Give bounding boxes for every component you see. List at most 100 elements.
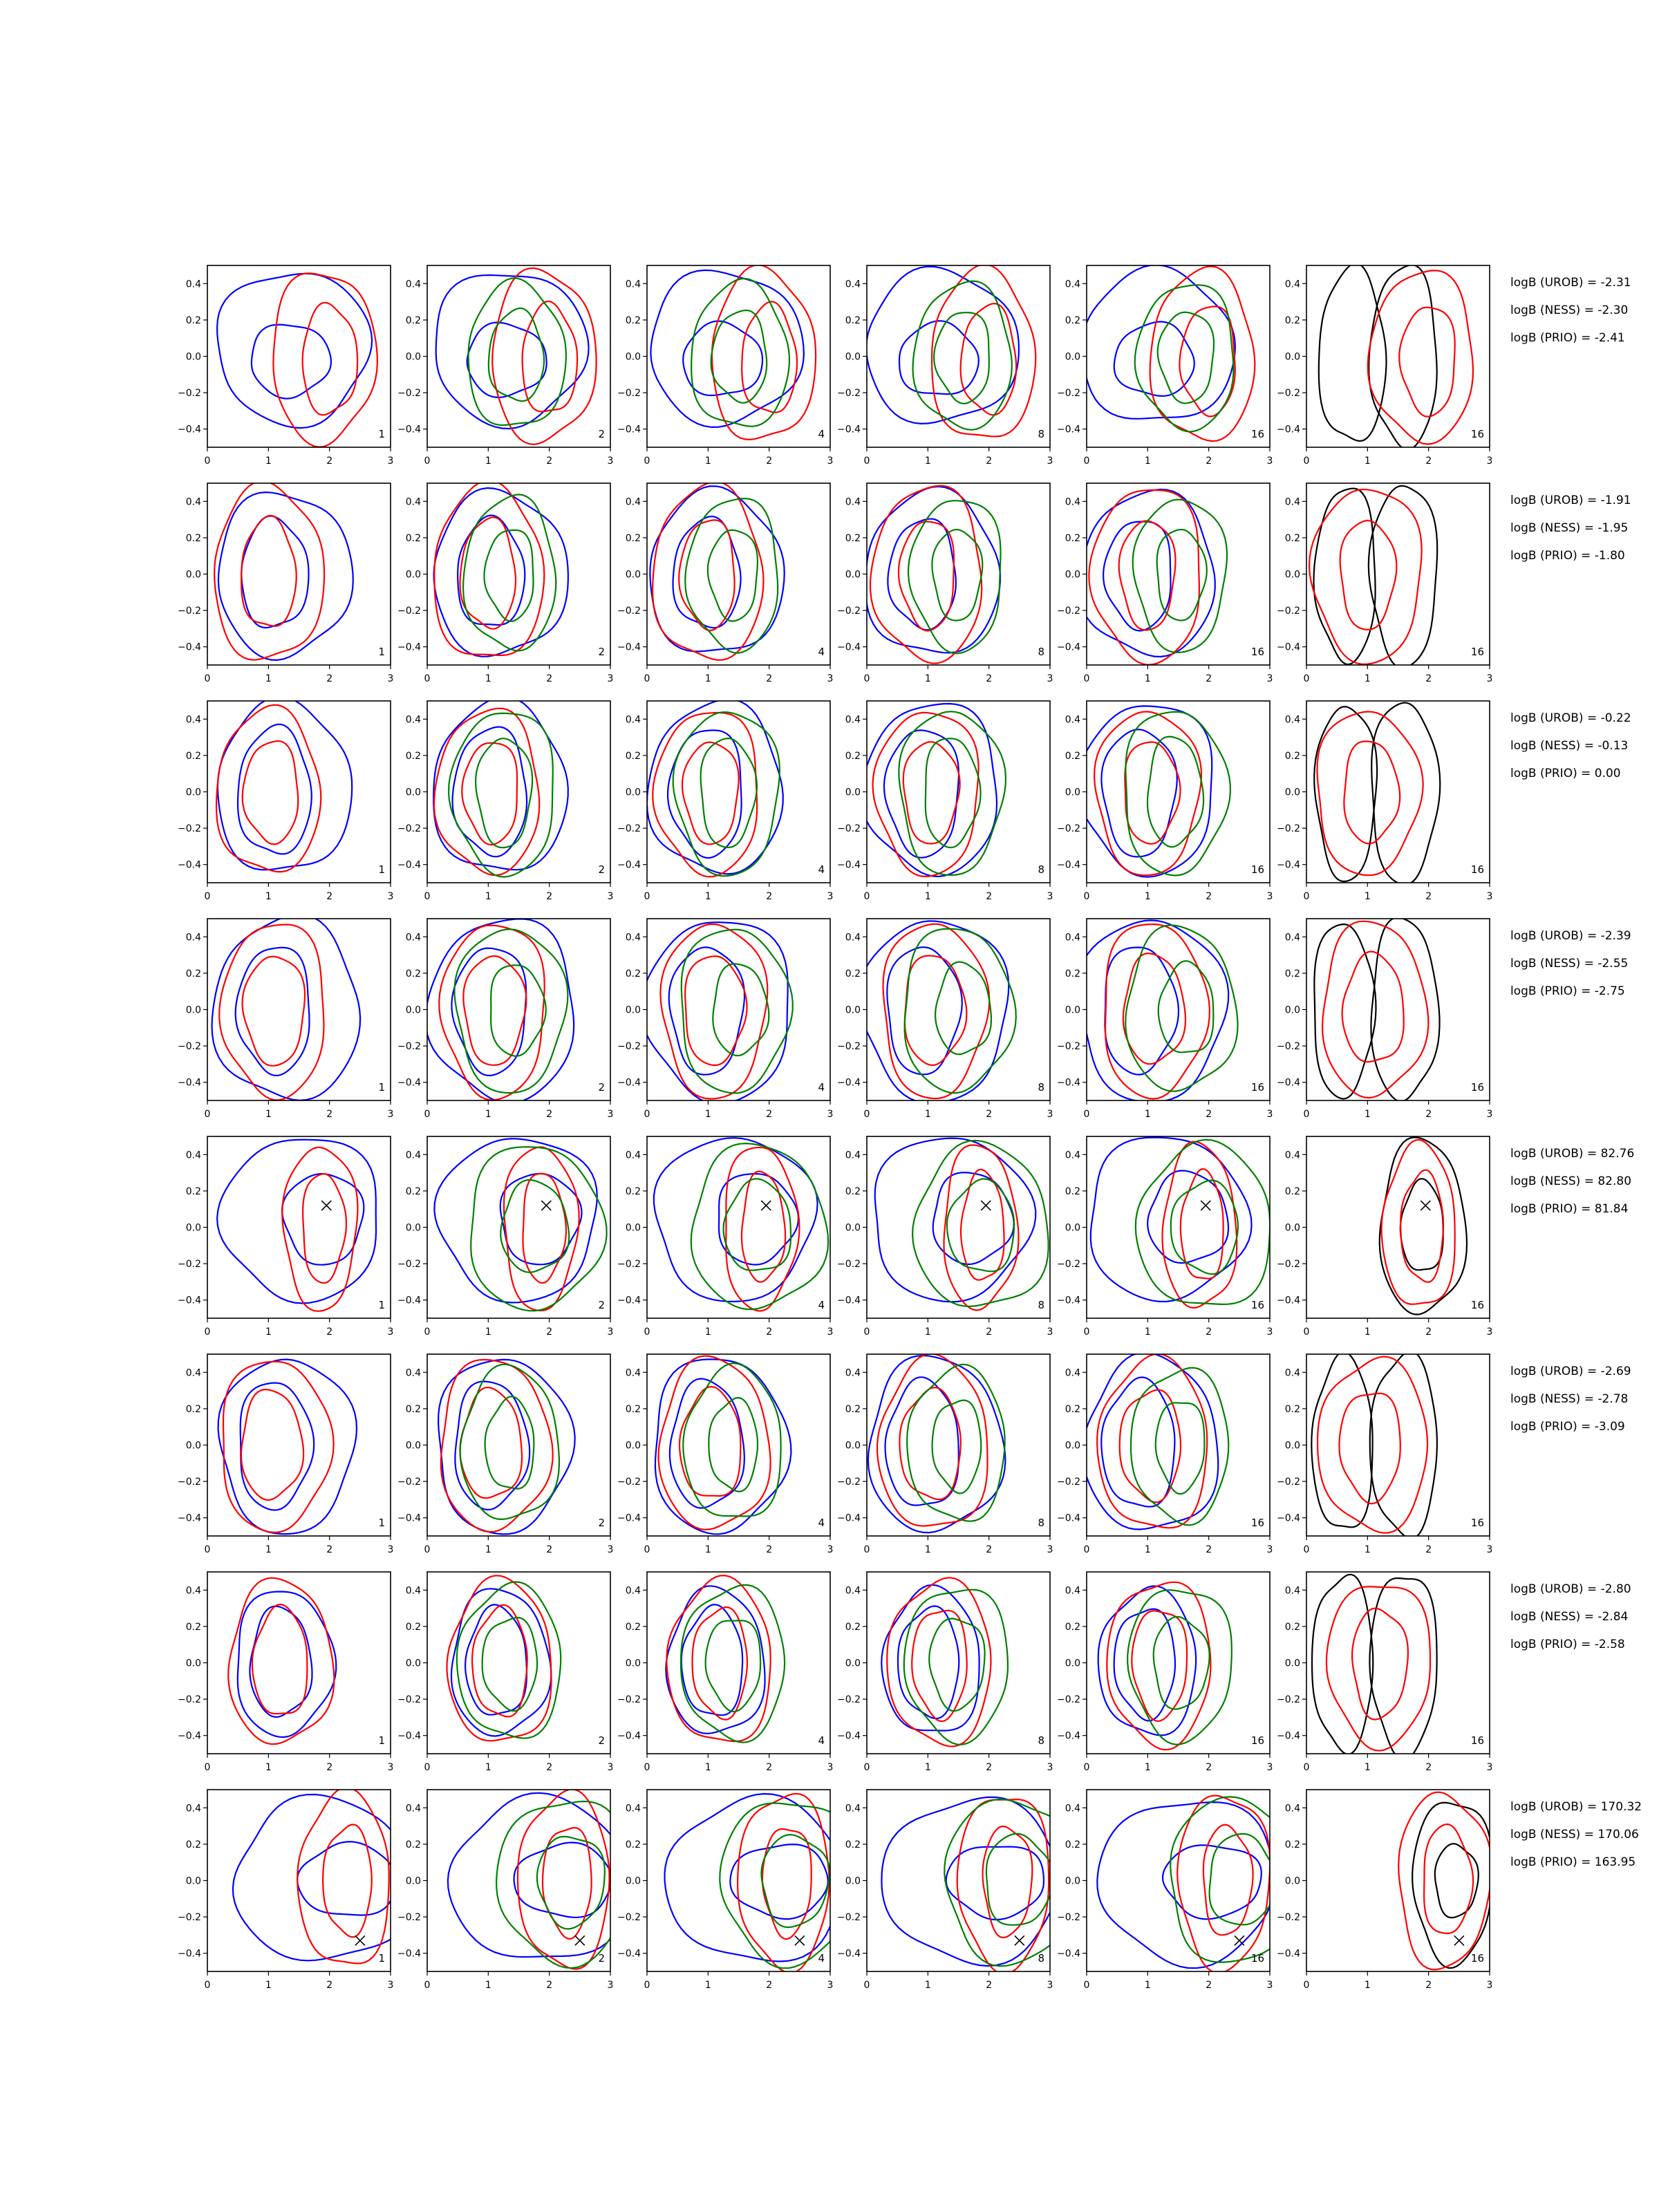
x-tick-label: 3 [827,673,834,684]
panel-r2-c4: 0 1 2 3 −0.4 −0.2 0.0 0.2 0.4 8 [837,482,1053,684]
x-tick-label: 2 [986,456,992,467]
red-contour-level-1 [1325,1586,1432,1752]
panel-label: 8 [1038,1081,1044,1094]
x-tick-label: 1 [1145,1762,1151,1773]
y-tick-label: −0.4 [1277,424,1300,435]
red-contour-level-1 [657,1355,771,1530]
x-tick-label: 0 [644,1327,650,1338]
green-contour-level-2 [700,737,758,849]
y-tick-label: −0.4 [1057,860,1080,871]
x-tick-label: 1 [1365,1544,1371,1555]
green-contour-level-1 [682,1362,782,1517]
logb-stat: logB (PRIO) = -2.75 [1510,984,1625,998]
y-tick-label: −0.2 [178,823,201,834]
x-tick-label: 1 [485,1544,491,1555]
y-tick-label: −0.4 [397,860,421,871]
y-tick-label: −0.4 [837,1949,861,1960]
panel-label: 16 [1251,1517,1264,1529]
axes-frame [207,1571,391,1754]
y-tick-label: −0.2 [837,823,861,834]
blue-contour-level-1 [653,1137,818,1303]
green-contour-level-1 [456,1581,562,1739]
panel-label: 2 [598,1299,605,1311]
y-tick-label: −0.4 [178,1078,201,1089]
contour-group [1318,265,1474,447]
black-contour-level-2 [1371,702,1441,883]
x-tick-label: 1 [1145,1327,1151,1338]
blue-contour-level-2 [897,1605,960,1720]
y-tick-label: 0.0 [845,570,861,581]
axes-frame [427,265,611,448]
x-tick-label: 1 [1365,456,1371,467]
blue-contour-level-2 [682,320,764,397]
x-tick-label: 0 [205,1544,211,1555]
y-tick-label: 0.4 [1065,1367,1080,1378]
y-tick-label: −0.4 [837,1513,861,1524]
axes-frame [1306,1353,1490,1537]
contour-group [1311,1354,1438,1536]
green-contour-level-2 [722,1178,792,1271]
y-tick-label: 0.0 [1065,1005,1080,1016]
x-tick-label: 0 [644,1762,650,1773]
x-tick-label: 1 [265,1109,272,1120]
blue-contour-level-1 [433,1138,598,1304]
x-tick-label: 2 [1206,1327,1212,1338]
x-tick-label: 0 [1304,1980,1310,1991]
contour-group [435,267,597,446]
x-tick-label: 1 [925,1109,931,1120]
contour-group [216,272,378,447]
x-tick-label: 2 [1206,1980,1212,1991]
panel-label: 16 [1471,1299,1484,1311]
panel-label: 16 [1471,1734,1484,1747]
x-tick-label: 2 [766,456,772,467]
x-tick-label: 2 [766,1327,772,1338]
y-tick-label: 0.0 [1285,570,1300,581]
x-tick-label: 3 [1487,1762,1493,1773]
panel-r1-c1: 0 1 2 3 −0.4 −0.2 0.0 0.2 0.4 1 [178,265,393,467]
red-contour-level-1 [956,1798,1050,1971]
y-tick-label: −0.4 [837,424,861,435]
y-tick-label: 0.0 [186,570,201,581]
red-contour-level-1 [1308,488,1423,665]
x-tick-label: 1 [1145,1980,1151,1991]
green-contour-level-2 [760,1834,830,1929]
x-marker [541,1200,552,1211]
axes-frame [646,1353,831,1537]
x-tick-label: 1 [1365,673,1371,684]
y-tick-label: −0.4 [1057,1949,1080,1960]
red-contour-level-1 [886,1577,992,1747]
x-tick-label: 3 [827,1544,834,1555]
black-contour-level-2 [1434,1843,1479,1919]
green-contour-level-1 [459,1363,560,1521]
panel-r8-c2: 0 1 2 3 −0.4 −0.2 0.0 0.2 0.4 2 [397,1789,613,1991]
x-tick-label: 3 [388,673,394,684]
blue-contour-level-1 [867,265,1020,425]
x-marker [1234,1935,1245,1946]
x-tick-label: 2 [546,891,552,902]
y-tick-label: −0.4 [178,860,201,871]
red-contour-level-1 [1106,1581,1212,1751]
y-tick-label: −0.2 [178,1041,201,1052]
y-tick-label: 0.0 [186,1658,201,1669]
blue-contour-level-2 [898,320,980,395]
logb-stat: logB (NESS) = -2.84 [1510,1610,1628,1624]
contour-group [437,1358,576,1535]
panel-r1-c3: 0 1 2 3 −0.4 −0.2 0.0 0.2 0.4 4 [617,265,833,467]
green-contour-level-2 [946,1178,1015,1273]
panel-label: 1 [378,1299,385,1311]
panel-r6-c2: 0 1 2 3 −0.4 −0.2 0.0 0.2 0.4 2 [397,1353,613,1555]
red-contour-level-2 [741,301,798,413]
blue-contour-level-1 [437,1358,576,1535]
green-contour-level-2 [1170,1179,1239,1275]
y-tick-label: −0.4 [397,1949,421,1960]
red-contour-level-2 [982,1825,1033,1939]
red-contour-level-1 [438,924,545,1100]
x-marker [1014,1935,1025,1946]
x-tick-label: 3 [1487,1327,1493,1338]
red-contour-level-1 [215,704,322,873]
y-tick-label: 0.0 [186,352,201,363]
axes-frame [1086,1353,1271,1537]
panel-r7-c3: 0 1 2 3 −0.4 −0.2 0.0 0.2 0.4 4 [617,1571,833,1773]
panel-label: 16 [1471,1952,1484,1965]
panel-r7-c2: 0 1 2 3 −0.4 −0.2 0.0 0.2 0.4 2 [397,1571,613,1773]
